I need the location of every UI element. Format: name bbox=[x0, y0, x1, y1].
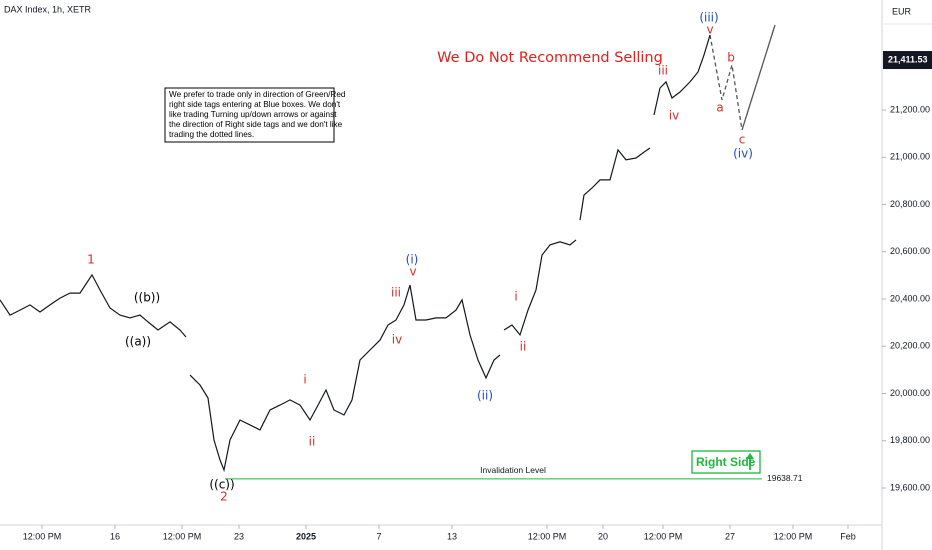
note-line: right side tags entering at Blue boxes. … bbox=[169, 100, 341, 109]
invalidation-value: 19638.71 bbox=[767, 473, 803, 483]
right-side-box bbox=[691, 450, 761, 474]
projection-line bbox=[741, 24, 776, 131]
wave-label: ii bbox=[309, 435, 316, 449]
x-tick-label: 23 bbox=[234, 531, 244, 541]
last-price-box bbox=[883, 51, 932, 70]
wave-label: iii bbox=[658, 64, 668, 78]
up-arrow-head bbox=[746, 453, 754, 459]
wave-label: (ii) bbox=[477, 389, 493, 403]
wave-label: iv bbox=[669, 109, 679, 123]
wave-label: ((a)) bbox=[125, 335, 151, 349]
wave-label: a bbox=[716, 101, 723, 115]
wave-label: ii bbox=[520, 340, 527, 354]
price-line bbox=[0, 34, 711, 473]
projection-dashed bbox=[709, 34, 743, 131]
y-tick-label: 20,800.00 bbox=[890, 199, 930, 209]
headline: We Do Not Recommend Selling bbox=[437, 50, 663, 66]
wave-label: iv bbox=[392, 333, 402, 347]
y-tick-label: 20,000.00 bbox=[890, 388, 930, 398]
x-tick-label: 12:00 PM bbox=[644, 531, 683, 541]
y-tick-label: 20,200.00 bbox=[890, 341, 930, 351]
x-tick-label: 12:00 PM bbox=[163, 531, 202, 541]
wave-label: c bbox=[739, 133, 746, 147]
chart-title: DAX Index, 1h, XETR bbox=[4, 4, 92, 14]
x-tick-label: 20 bbox=[598, 531, 608, 541]
note-line: trading the dotted lines. bbox=[169, 130, 254, 139]
x-tick-label: Feb bbox=[840, 531, 856, 541]
wave-label: ((b)) bbox=[134, 291, 160, 305]
last-price-label: 21,411.53 bbox=[888, 54, 928, 64]
x-tick-label: 12:00 PM bbox=[23, 531, 62, 541]
wave-label: (iii) bbox=[699, 11, 718, 25]
x-tick-label: 12:00 PM bbox=[528, 531, 567, 541]
y-tick-label: 21,200.00 bbox=[890, 104, 930, 114]
x-tick-label: 27 bbox=[725, 531, 735, 541]
wave-label: b bbox=[727, 51, 735, 65]
wave-label: i bbox=[303, 373, 306, 387]
x-tick-label: 12:00 PM bbox=[774, 531, 813, 541]
x-tick-label: 7 bbox=[376, 531, 381, 541]
wave-label: v bbox=[706, 23, 713, 37]
wave-label: 2 bbox=[220, 490, 228, 504]
note-line: We prefer to trade only in direction of … bbox=[169, 90, 346, 99]
wave-label: ((c)) bbox=[209, 478, 234, 492]
wave-label: i bbox=[514, 290, 517, 304]
wave-label: (iv) bbox=[733, 147, 753, 161]
wave-label: 1 bbox=[87, 253, 95, 267]
note-line: the direction of Right side tags and we … bbox=[169, 120, 343, 129]
x-tick-label: 13 bbox=[447, 531, 457, 541]
x-tick-label: 2025 bbox=[296, 531, 316, 541]
currency: EUR bbox=[892, 6, 912, 16]
y-tick-label: 19,800.00 bbox=[890, 435, 930, 445]
y-tick-label: 20,400.00 bbox=[890, 293, 930, 303]
y-tick-label: 19,600.00 bbox=[890, 482, 930, 492]
wave-label: (i) bbox=[406, 253, 419, 267]
y-tick-label: 20,600.00 bbox=[890, 246, 930, 256]
x-tick-label: 16 bbox=[110, 531, 120, 541]
invalidation-label: Invalidation Level bbox=[480, 465, 546, 475]
y-tick-label: 21,000.00 bbox=[890, 152, 930, 162]
wave-label: iii bbox=[391, 286, 401, 300]
note-line: like trading Turning up/down arrows or a… bbox=[169, 110, 337, 119]
right-side-label: Right Side bbox=[696, 455, 756, 469]
wave-label: v bbox=[409, 265, 416, 279]
note-box bbox=[164, 87, 335, 143]
